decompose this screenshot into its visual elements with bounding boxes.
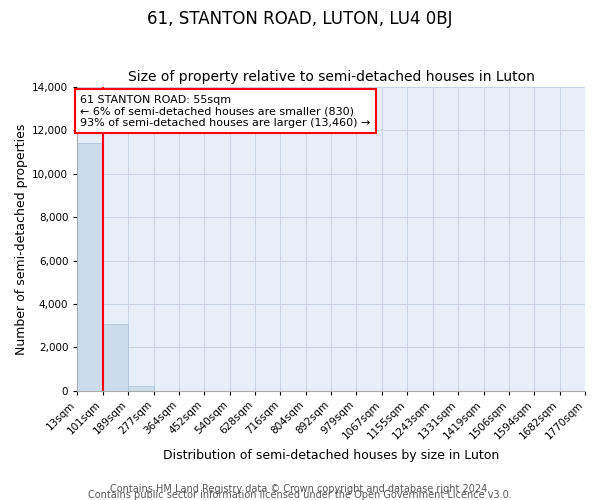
Title: Size of property relative to semi-detached houses in Luton: Size of property relative to semi-detach…: [128, 70, 535, 85]
Y-axis label: Number of semi-detached properties: Number of semi-detached properties: [15, 123, 28, 354]
X-axis label: Distribution of semi-detached houses by size in Luton: Distribution of semi-detached houses by …: [163, 450, 499, 462]
Text: Contains HM Land Registry data © Crown copyright and database right 2024.: Contains HM Land Registry data © Crown c…: [110, 484, 490, 494]
Bar: [103, 324, 128, 390]
Text: 61, STANTON ROAD, LUTON, LU4 0BJ: 61, STANTON ROAD, LUTON, LU4 0BJ: [147, 10, 453, 28]
Text: 61 STANTON ROAD: 55sqm
← 6% of semi-detached houses are smaller (830)
93% of sem: 61 STANTON ROAD: 55sqm ← 6% of semi-deta…: [80, 94, 371, 128]
Bar: [77, 144, 103, 390]
Text: Contains public sector information licensed under the Open Government Licence v3: Contains public sector information licen…: [88, 490, 512, 500]
Bar: [128, 386, 154, 390]
